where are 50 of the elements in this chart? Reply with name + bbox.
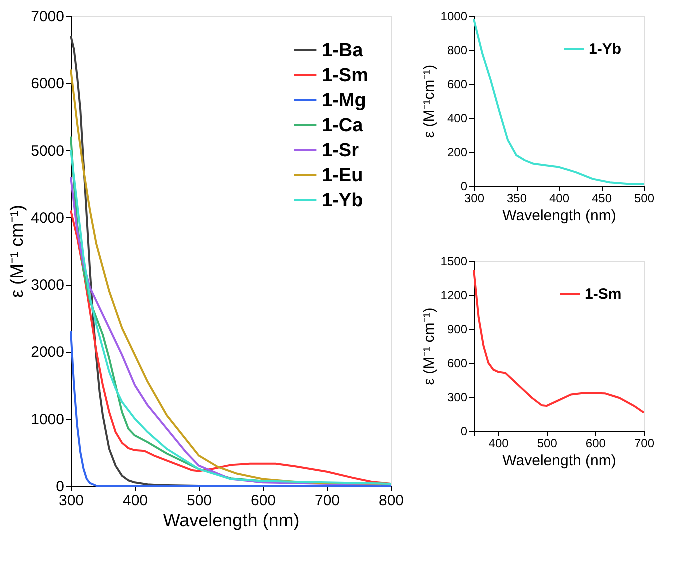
y-tick-label: 0 [460,424,468,438]
x-tick-label: 800 [378,492,404,510]
y-tick-label: 2000 [31,344,64,362]
y-tick-label: 0 [56,478,64,496]
line-series [473,269,645,414]
legend-label: 1-Yb [322,190,364,212]
y-tick-label: 300 [447,390,468,404]
y-tick-label: 1000 [440,10,468,24]
y-tick-label: 3000 [31,277,64,294]
x-tick-label: 350 [506,192,528,206]
x-tick-label: 700 [634,436,655,450]
x-tick-label: 600 [250,492,276,510]
x-tick-label: 700 [314,492,340,510]
y-tick-label: 5000 [31,142,64,160]
x-tick-label: 500 [634,192,655,206]
y-tick-label: 1000 [31,411,64,428]
y-tick-label: 7000 [31,8,64,26]
y-tick-label: 800 [447,44,468,58]
x-tick-label: 500 [186,492,212,510]
y-tick-label: 600 [447,78,468,92]
x-tick-label: 400 [488,436,510,450]
y-tick-label: 200 [447,146,468,160]
legend-label: 1-Sm [322,66,368,86]
legend-label: 1-Sm [585,286,622,303]
x-tick-label: 450 [592,192,612,206]
x-axis-title: Wavelength (nm) [502,208,616,224]
y-tick-label: 1200 [440,288,468,302]
y-axis-title: ε (M⁻¹cm⁻¹) [420,64,438,138]
y-tick-label: 0 [460,180,468,194]
y-tick-label: 1500 [440,254,468,268]
y-tick-label: 6000 [31,76,64,93]
y-tick-label: 600 [447,356,468,370]
legend-label: 1-Ca [322,116,364,136]
x-axis-title: Wavelength (nm) [163,510,300,530]
x-axis-title: Wavelength (nm) [502,452,616,470]
x-tick-label: 600 [586,436,606,450]
legend-label: 1-Sr [322,140,360,162]
x-tick-label: 400 [122,492,148,510]
legend-label: 1-Mg [322,90,366,112]
legend-label: 1-Yb [589,41,622,58]
legend-label: 1-Ba [322,40,364,62]
y-tick-label: 4000 [31,210,64,227]
x-tick-label: 500 [537,436,558,450]
y-axis-title: ε (M⁻¹ cm⁻¹) [420,308,438,386]
legend-label: 1-Eu [322,166,364,186]
y-axis-title: ε (M⁻¹ cm⁻¹) [7,205,28,298]
x-tick-label: 300 [58,492,84,510]
y-tick-label: 900 [447,322,468,336]
x-tick-label: 400 [549,192,570,206]
y-tick-label: 400 [447,112,468,126]
